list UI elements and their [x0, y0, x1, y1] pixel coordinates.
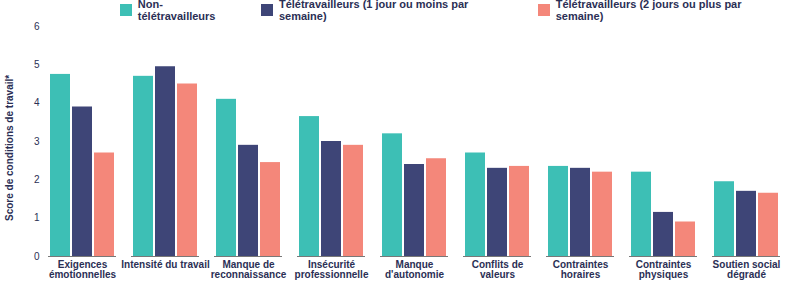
html-text:Score de conditions de travail: Score de conditions de travail*	[4, 74, 15, 221]
svg-text:2: 2	[34, 174, 40, 185]
svg-text:Soutien socialdégradé: Soutien socialdégradé	[713, 259, 781, 280]
svg-text:Conflits devaleurs: Conflits devaleurs	[472, 259, 524, 280]
svg-text:Manqued'autonomie: Manqued'autonomie	[385, 259, 444, 280]
svg-text:Exigencesémotionnelles: Exigencesémotionnelles	[49, 259, 117, 280]
svg-text:6: 6	[34, 21, 40, 32]
svg-text:Manque dereconnaissance: Manque dereconnaissance	[211, 259, 287, 280]
svg-text:Insécuritéprofessionnelle: Insécuritéprofessionnelle	[295, 259, 369, 280]
svg-text:4: 4	[34, 97, 40, 108]
svg-text:Contraintesphysiques: Contraintesphysiques	[636, 259, 692, 280]
svg-text:Contrainteshoraires: Contrainteshoraires	[553, 259, 609, 280]
svg-text:1: 1	[34, 212, 40, 223]
svg-text:5: 5	[34, 59, 40, 70]
svg-text:0: 0	[34, 251, 40, 262]
svg-text:Intensité du travail: Intensité du travail	[121, 259, 210, 270]
svg-text:3: 3	[34, 136, 40, 147]
